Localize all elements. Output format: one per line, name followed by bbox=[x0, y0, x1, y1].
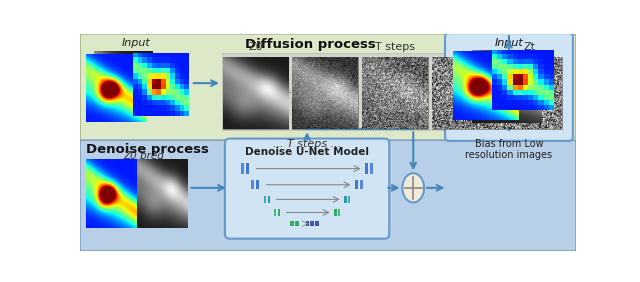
Bar bbox=[338, 210, 340, 215]
Text: ...: ... bbox=[284, 83, 296, 96]
Text: ...: ... bbox=[424, 83, 436, 96]
Bar bbox=[310, 221, 314, 226]
Bar bbox=[256, 180, 259, 190]
Text: T steps: T steps bbox=[375, 42, 415, 52]
Text: Diffusion process: Diffusion process bbox=[245, 38, 376, 51]
Bar bbox=[355, 180, 358, 190]
Bar bbox=[290, 221, 294, 226]
FancyBboxPatch shape bbox=[80, 140, 576, 251]
Bar bbox=[432, 57, 498, 129]
Bar bbox=[292, 57, 358, 129]
Bar bbox=[223, 57, 289, 129]
Text: Input: Input bbox=[122, 38, 150, 48]
Bar bbox=[370, 163, 373, 174]
Bar bbox=[264, 195, 266, 203]
Text: Z0: Z0 bbox=[248, 42, 263, 52]
Text: Z0 pred: Z0 pred bbox=[123, 151, 164, 161]
Bar bbox=[241, 163, 244, 174]
Text: ... T steps ...: ... T steps ... bbox=[273, 139, 341, 149]
Ellipse shape bbox=[403, 173, 424, 202]
Bar bbox=[334, 210, 337, 215]
Bar bbox=[496, 57, 562, 129]
Bar bbox=[278, 210, 280, 215]
Bar bbox=[222, 53, 569, 130]
FancyBboxPatch shape bbox=[225, 138, 389, 239]
FancyBboxPatch shape bbox=[80, 34, 576, 144]
Bar bbox=[252, 180, 254, 190]
Bar bbox=[344, 195, 347, 203]
FancyBboxPatch shape bbox=[445, 33, 573, 141]
Bar bbox=[268, 195, 270, 203]
Text: Zt: Zt bbox=[523, 42, 535, 52]
Text: Denoise process: Denoise process bbox=[86, 143, 209, 156]
Text: Input: Input bbox=[495, 38, 524, 49]
Bar bbox=[315, 221, 319, 226]
Text: Bias from Low
resolution images: Bias from Low resolution images bbox=[465, 138, 552, 160]
Text: Denoise U-Net Model: Denoise U-Net Model bbox=[245, 147, 369, 157]
Bar bbox=[360, 180, 363, 190]
Bar bbox=[294, 221, 298, 226]
Bar bbox=[246, 163, 249, 174]
Bar bbox=[365, 163, 368, 174]
Bar bbox=[274, 210, 276, 215]
Bar bbox=[362, 57, 428, 129]
Bar bbox=[348, 195, 351, 203]
Bar bbox=[305, 221, 309, 226]
